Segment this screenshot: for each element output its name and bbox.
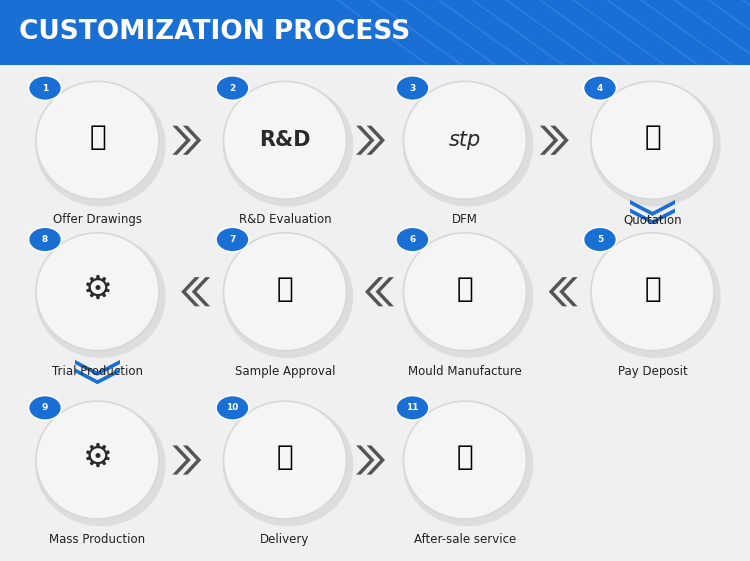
Polygon shape xyxy=(560,277,578,306)
Circle shape xyxy=(584,76,616,100)
Ellipse shape xyxy=(590,83,721,206)
Ellipse shape xyxy=(224,401,346,519)
Text: 🎧: 🎧 xyxy=(457,443,473,471)
Text: 11: 11 xyxy=(406,403,418,412)
Polygon shape xyxy=(367,445,385,475)
Ellipse shape xyxy=(36,81,159,199)
Polygon shape xyxy=(550,126,568,155)
Text: 2: 2 xyxy=(230,84,236,93)
Text: ⚙: ⚙ xyxy=(82,441,112,473)
Ellipse shape xyxy=(224,233,346,351)
Polygon shape xyxy=(182,277,200,306)
Polygon shape xyxy=(75,360,120,376)
Circle shape xyxy=(396,227,429,252)
Polygon shape xyxy=(172,126,190,155)
Polygon shape xyxy=(183,445,201,475)
Ellipse shape xyxy=(224,81,346,199)
Ellipse shape xyxy=(36,401,159,519)
Text: 7: 7 xyxy=(230,235,236,244)
Circle shape xyxy=(28,396,62,420)
Text: Mass Production: Mass Production xyxy=(50,533,146,546)
Text: 4: 4 xyxy=(597,84,603,93)
Text: 🏛: 🏛 xyxy=(457,275,473,303)
Ellipse shape xyxy=(404,81,526,199)
Text: 📜: 📜 xyxy=(89,123,106,151)
Circle shape xyxy=(28,227,62,252)
Text: Pay Deposit: Pay Deposit xyxy=(618,365,687,378)
Ellipse shape xyxy=(590,234,721,358)
Bar xyxy=(0,0,750,65)
Ellipse shape xyxy=(35,83,166,206)
Text: ⚙: ⚙ xyxy=(82,273,112,305)
Text: 10: 10 xyxy=(226,403,238,412)
Polygon shape xyxy=(630,200,675,216)
Text: R&D: R&D xyxy=(260,130,310,150)
Polygon shape xyxy=(540,126,558,155)
Polygon shape xyxy=(630,209,675,224)
Text: 💎: 💎 xyxy=(277,275,293,303)
Polygon shape xyxy=(183,126,201,155)
Ellipse shape xyxy=(35,403,166,526)
Circle shape xyxy=(216,227,249,252)
Ellipse shape xyxy=(223,234,353,358)
Text: After-sale service: After-sale service xyxy=(414,533,516,546)
Ellipse shape xyxy=(403,403,533,526)
Ellipse shape xyxy=(591,81,714,199)
Polygon shape xyxy=(172,445,190,475)
Circle shape xyxy=(396,396,429,420)
Text: DFM: DFM xyxy=(452,213,478,226)
Polygon shape xyxy=(367,126,385,155)
Ellipse shape xyxy=(35,234,166,358)
Text: Offer Drawings: Offer Drawings xyxy=(53,213,142,226)
Text: 📋: 📋 xyxy=(644,123,661,151)
Text: Quotation: Quotation xyxy=(623,213,682,226)
Polygon shape xyxy=(365,277,383,306)
Polygon shape xyxy=(549,277,567,306)
Polygon shape xyxy=(75,369,120,384)
Text: stp: stp xyxy=(448,130,482,150)
Circle shape xyxy=(584,227,616,252)
Ellipse shape xyxy=(404,401,526,519)
Text: 💰: 💰 xyxy=(644,275,661,303)
Ellipse shape xyxy=(403,83,533,206)
Ellipse shape xyxy=(223,83,353,206)
Text: 8: 8 xyxy=(42,235,48,244)
Ellipse shape xyxy=(36,233,159,351)
Polygon shape xyxy=(376,277,394,306)
Text: R&D Evaluation: R&D Evaluation xyxy=(238,213,332,226)
Circle shape xyxy=(216,76,249,100)
Polygon shape xyxy=(356,445,374,475)
Text: Trial Production: Trial Production xyxy=(52,365,143,378)
Text: Sample Approval: Sample Approval xyxy=(235,365,335,378)
Text: 6: 6 xyxy=(410,235,416,244)
Text: 🚚: 🚚 xyxy=(277,443,293,471)
Polygon shape xyxy=(192,277,210,306)
Text: Delivery: Delivery xyxy=(260,533,310,546)
Circle shape xyxy=(216,396,249,420)
Text: 9: 9 xyxy=(42,403,48,412)
Circle shape xyxy=(396,76,429,100)
Text: 1: 1 xyxy=(42,84,48,93)
Ellipse shape xyxy=(403,234,533,358)
Text: 3: 3 xyxy=(410,84,416,93)
Text: 5: 5 xyxy=(597,235,603,244)
Ellipse shape xyxy=(404,233,526,351)
Ellipse shape xyxy=(223,403,353,526)
Text: CUSTOMIZATION PROCESS: CUSTOMIZATION PROCESS xyxy=(19,19,410,45)
Circle shape xyxy=(28,76,62,100)
Polygon shape xyxy=(356,126,374,155)
Text: Mould Manufacture: Mould Manufacture xyxy=(408,365,522,378)
Ellipse shape xyxy=(591,233,714,351)
